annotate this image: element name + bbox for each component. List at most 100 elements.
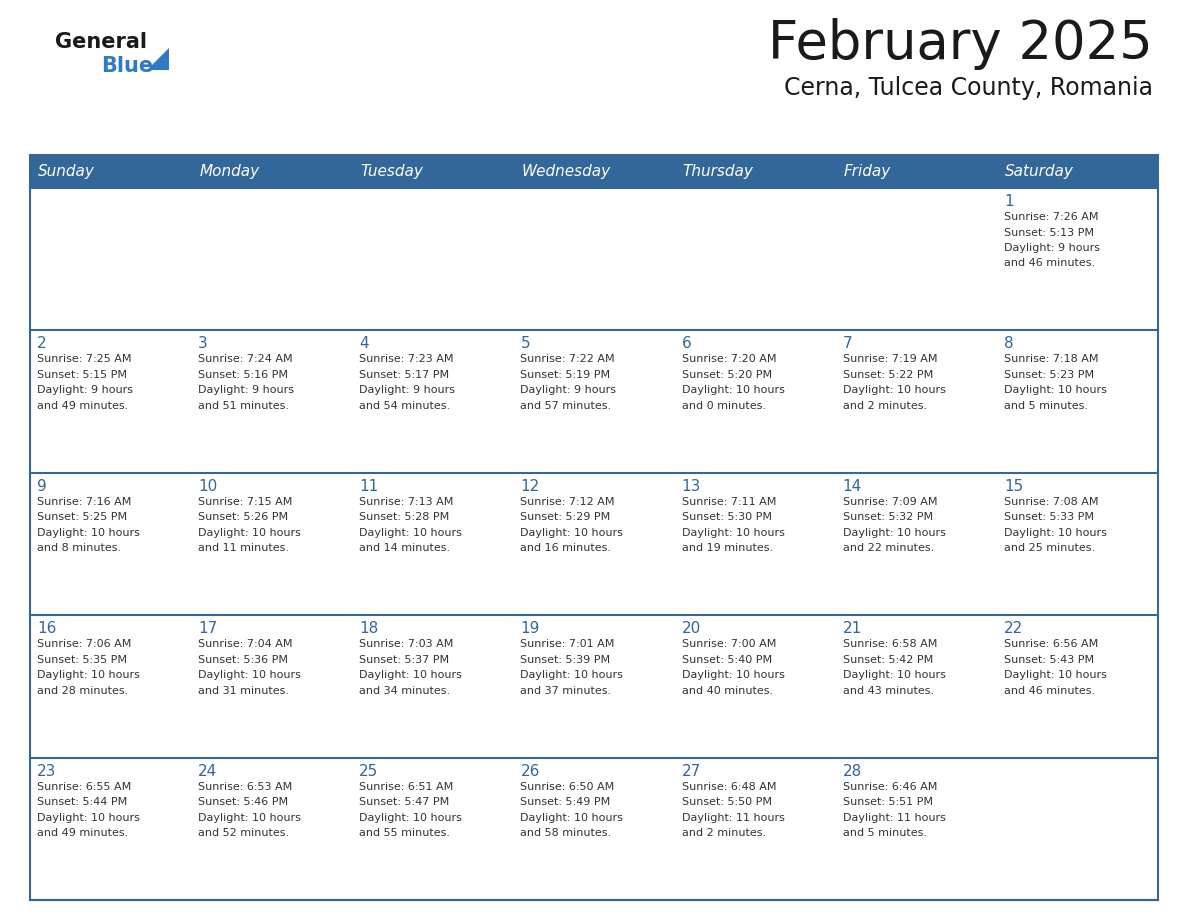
Bar: [30, 473, 191, 615]
Text: 19: 19: [520, 621, 539, 636]
Text: 5: 5: [520, 336, 530, 352]
Text: Sunrise: 7:18 AM: Sunrise: 7:18 AM: [1004, 354, 1099, 364]
Text: 22: 22: [1004, 621, 1023, 636]
Text: 15: 15: [1004, 479, 1023, 494]
Text: Sunrise: 7:20 AM: Sunrise: 7:20 AM: [682, 354, 776, 364]
Text: and 2 minutes.: and 2 minutes.: [682, 828, 766, 838]
Text: and 5 minutes.: and 5 minutes.: [1004, 401, 1088, 411]
Text: 16: 16: [37, 621, 56, 636]
Text: Sunrise: 7:15 AM: Sunrise: 7:15 AM: [198, 497, 292, 507]
Text: and 5 minutes.: and 5 minutes.: [842, 828, 927, 838]
Text: and 58 minutes.: and 58 minutes.: [520, 828, 612, 838]
Text: Daylight: 11 hours: Daylight: 11 hours: [842, 812, 946, 823]
Text: Daylight: 10 hours: Daylight: 10 hours: [842, 386, 946, 396]
Text: and 19 minutes.: and 19 minutes.: [682, 543, 772, 554]
Text: Sunrise: 7:12 AM: Sunrise: 7:12 AM: [520, 497, 615, 507]
Text: 6: 6: [682, 336, 691, 352]
Text: Sunday: Sunday: [38, 164, 95, 179]
Text: and 25 minutes.: and 25 minutes.: [1004, 543, 1095, 554]
Text: Daylight: 10 hours: Daylight: 10 hours: [198, 812, 301, 823]
Text: Daylight: 10 hours: Daylight: 10 hours: [682, 528, 784, 538]
Bar: [513, 615, 675, 757]
Text: 21: 21: [842, 621, 862, 636]
Text: Sunrise: 6:50 AM: Sunrise: 6:50 AM: [520, 781, 614, 791]
Text: Daylight: 10 hours: Daylight: 10 hours: [520, 812, 624, 823]
Bar: [191, 473, 353, 615]
Text: Sunset: 5:40 PM: Sunset: 5:40 PM: [682, 655, 772, 665]
Text: Sunrise: 7:24 AM: Sunrise: 7:24 AM: [198, 354, 292, 364]
Text: and 37 minutes.: and 37 minutes.: [520, 686, 612, 696]
Text: Daylight: 10 hours: Daylight: 10 hours: [520, 670, 624, 680]
Text: Sunrise: 7:04 AM: Sunrise: 7:04 AM: [198, 639, 292, 649]
Text: Daylight: 9 hours: Daylight: 9 hours: [520, 386, 617, 396]
Text: Daylight: 10 hours: Daylight: 10 hours: [198, 670, 301, 680]
Text: Friday: Friday: [843, 164, 891, 179]
Text: and 52 minutes.: and 52 minutes.: [198, 828, 289, 838]
Polygon shape: [147, 48, 169, 70]
Bar: [353, 615, 513, 757]
Text: Sunset: 5:23 PM: Sunset: 5:23 PM: [1004, 370, 1094, 380]
Text: Sunset: 5:33 PM: Sunset: 5:33 PM: [1004, 512, 1094, 522]
Text: and 28 minutes.: and 28 minutes.: [37, 686, 128, 696]
Text: 3: 3: [198, 336, 208, 352]
Bar: [997, 330, 1158, 473]
Text: Sunrise: 6:48 AM: Sunrise: 6:48 AM: [682, 781, 776, 791]
Bar: [30, 188, 191, 330]
Text: Daylight: 9 hours: Daylight: 9 hours: [1004, 243, 1100, 253]
Text: Sunrise: 7:13 AM: Sunrise: 7:13 AM: [359, 497, 454, 507]
Text: Sunset: 5:43 PM: Sunset: 5:43 PM: [1004, 655, 1094, 665]
Bar: [30, 330, 191, 473]
Text: Sunset: 5:51 PM: Sunset: 5:51 PM: [842, 797, 933, 807]
Text: Sunrise: 7:23 AM: Sunrise: 7:23 AM: [359, 354, 454, 364]
Text: and 57 minutes.: and 57 minutes.: [520, 401, 612, 411]
Text: Daylight: 10 hours: Daylight: 10 hours: [37, 812, 140, 823]
Text: Sunset: 5:19 PM: Sunset: 5:19 PM: [520, 370, 611, 380]
Text: Sunset: 5:46 PM: Sunset: 5:46 PM: [198, 797, 289, 807]
Text: Sunset: 5:49 PM: Sunset: 5:49 PM: [520, 797, 611, 807]
Text: 11: 11: [359, 479, 379, 494]
Text: Sunrise: 6:55 AM: Sunrise: 6:55 AM: [37, 781, 131, 791]
Text: and 14 minutes.: and 14 minutes.: [359, 543, 450, 554]
Text: Daylight: 10 hours: Daylight: 10 hours: [1004, 670, 1107, 680]
Text: Sunset: 5:32 PM: Sunset: 5:32 PM: [842, 512, 933, 522]
Text: Sunrise: 7:11 AM: Sunrise: 7:11 AM: [682, 497, 776, 507]
Text: 25: 25: [359, 764, 379, 778]
Text: Sunrise: 7:22 AM: Sunrise: 7:22 AM: [520, 354, 615, 364]
Text: General: General: [55, 32, 147, 52]
Bar: [30, 757, 191, 900]
Text: and 31 minutes.: and 31 minutes.: [198, 686, 289, 696]
Text: and 8 minutes.: and 8 minutes.: [37, 543, 121, 554]
Bar: [353, 757, 513, 900]
Text: Daylight: 9 hours: Daylight: 9 hours: [37, 386, 133, 396]
Text: Sunset: 5:36 PM: Sunset: 5:36 PM: [198, 655, 289, 665]
Text: Sunrise: 6:46 AM: Sunrise: 6:46 AM: [842, 781, 937, 791]
Text: Sunrise: 7:26 AM: Sunrise: 7:26 AM: [1004, 212, 1099, 222]
Text: Cerna, Tulcea County, Romania: Cerna, Tulcea County, Romania: [784, 76, 1154, 100]
Bar: [30, 615, 191, 757]
Text: Sunset: 5:29 PM: Sunset: 5:29 PM: [520, 512, 611, 522]
Text: February 2025: February 2025: [769, 18, 1154, 70]
Text: Sunrise: 6:51 AM: Sunrise: 6:51 AM: [359, 781, 454, 791]
Text: and 46 minutes.: and 46 minutes.: [1004, 259, 1095, 268]
Text: Sunset: 5:47 PM: Sunset: 5:47 PM: [359, 797, 449, 807]
Bar: [835, 330, 997, 473]
Text: and 16 minutes.: and 16 minutes.: [520, 543, 612, 554]
Text: and 2 minutes.: and 2 minutes.: [842, 401, 927, 411]
Text: Sunset: 5:15 PM: Sunset: 5:15 PM: [37, 370, 127, 380]
Text: Daylight: 10 hours: Daylight: 10 hours: [198, 528, 301, 538]
Text: and 49 minutes.: and 49 minutes.: [37, 828, 128, 838]
Text: Daylight: 10 hours: Daylight: 10 hours: [37, 670, 140, 680]
Bar: [675, 615, 835, 757]
Bar: [835, 473, 997, 615]
Text: Sunrise: 7:19 AM: Sunrise: 7:19 AM: [842, 354, 937, 364]
Text: and 40 minutes.: and 40 minutes.: [682, 686, 772, 696]
Text: Sunrise: 7:25 AM: Sunrise: 7:25 AM: [37, 354, 132, 364]
Text: 28: 28: [842, 764, 862, 778]
Text: 23: 23: [37, 764, 56, 778]
Text: Sunrise: 7:00 AM: Sunrise: 7:00 AM: [682, 639, 776, 649]
Text: Sunrise: 7:06 AM: Sunrise: 7:06 AM: [37, 639, 132, 649]
Text: Daylight: 9 hours: Daylight: 9 hours: [359, 386, 455, 396]
Bar: [675, 330, 835, 473]
Bar: [997, 188, 1158, 330]
Text: and 46 minutes.: and 46 minutes.: [1004, 686, 1095, 696]
